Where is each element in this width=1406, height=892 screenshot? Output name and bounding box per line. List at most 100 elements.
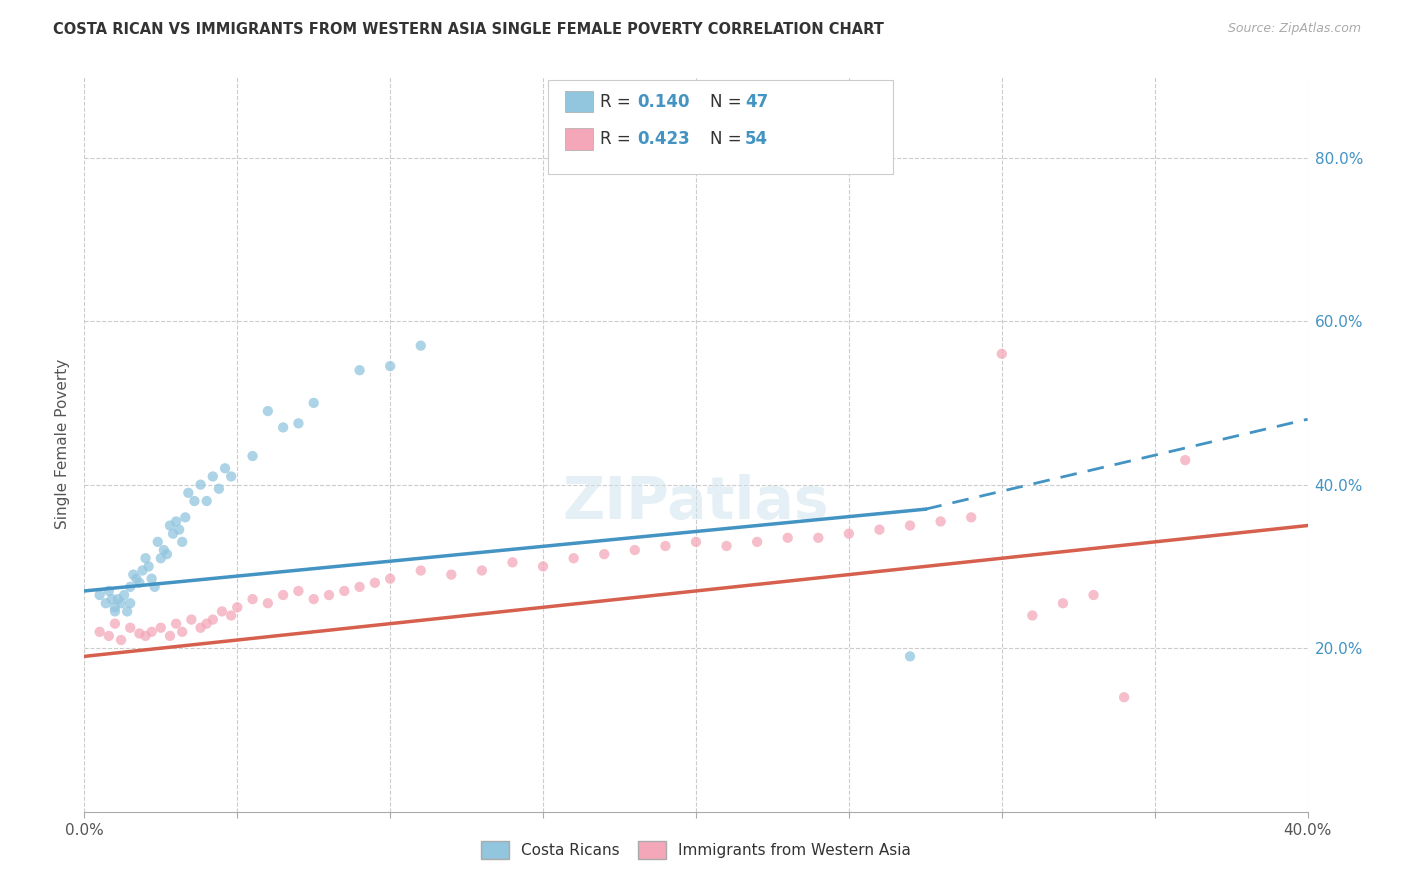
Point [165, 616, 187, 631]
Point [242, 592, 264, 607]
Text: COSTA RICAN VS IMMIGRANTS FROM WESTERN ASIA SINGLE FEMALE POVERTY CORRELATION CH: COSTA RICAN VS IMMIGRANTS FROM WESTERN A… [53, 22, 884, 37]
Point [349, 580, 371, 594]
Point [167, 523, 190, 537]
Point [271, 588, 294, 602]
Point [104, 600, 127, 615]
Point [122, 567, 145, 582]
Point [159, 629, 181, 643]
Point [165, 515, 187, 529]
Text: Source: ZipAtlas.com: Source: ZipAtlas.com [1227, 22, 1361, 36]
Text: 47: 47 [745, 93, 769, 111]
Point [807, 531, 830, 545]
Point [747, 534, 769, 549]
Text: ZIPatlas: ZIPatlas [562, 475, 830, 531]
Point [380, 359, 402, 373]
Point [364, 575, 387, 590]
Point [838, 526, 860, 541]
Point [531, 559, 554, 574]
Point [271, 420, 294, 434]
Point [208, 482, 231, 496]
Point [183, 494, 205, 508]
Text: 54: 54 [745, 130, 768, 148]
Point [115, 604, 138, 618]
Point [869, 523, 891, 537]
Point [107, 592, 129, 607]
Point [128, 575, 150, 590]
Point [302, 592, 325, 607]
Point [104, 616, 127, 631]
Point [131, 564, 153, 578]
Point [898, 649, 921, 664]
Point [349, 363, 371, 377]
Point [1083, 588, 1105, 602]
Point [219, 608, 242, 623]
Point [190, 621, 212, 635]
Point [180, 613, 202, 627]
Point [89, 588, 111, 602]
Point [135, 551, 157, 566]
Point [89, 624, 111, 639]
Text: R =: R = [600, 130, 637, 148]
Point [135, 629, 157, 643]
Point [120, 621, 142, 635]
Point [141, 572, 163, 586]
Point [201, 469, 224, 483]
Point [776, 531, 799, 545]
Point [156, 547, 179, 561]
Point [195, 494, 218, 508]
Point [1021, 608, 1043, 623]
Point [128, 626, 150, 640]
Point [104, 604, 127, 618]
Point [110, 633, 132, 648]
Point [120, 596, 142, 610]
Point [120, 580, 142, 594]
Point [502, 555, 524, 569]
Point [97, 629, 120, 643]
Point [195, 616, 218, 631]
Point [257, 596, 280, 610]
Point [226, 600, 249, 615]
Point [1052, 596, 1074, 610]
Point [112, 588, 135, 602]
Point [333, 583, 356, 598]
Point [201, 613, 224, 627]
Point [110, 596, 132, 610]
Y-axis label: Single Female Poverty: Single Female Poverty [55, 359, 70, 529]
Point [125, 572, 148, 586]
Point [149, 551, 172, 566]
Point [471, 564, 494, 578]
Point [242, 449, 264, 463]
Text: N =: N = [710, 130, 747, 148]
Point [146, 534, 169, 549]
Point [211, 604, 233, 618]
Text: 0.423: 0.423 [637, 130, 690, 148]
Point [929, 515, 952, 529]
Point [318, 588, 340, 602]
Point [101, 592, 124, 607]
Point [219, 469, 242, 483]
Point [380, 572, 402, 586]
Point [143, 580, 166, 594]
Point [593, 547, 616, 561]
Point [302, 396, 325, 410]
Point [898, 518, 921, 533]
Point [409, 338, 432, 352]
Point [214, 461, 236, 475]
Point [177, 485, 200, 500]
Point [287, 583, 309, 598]
Point [153, 543, 176, 558]
Text: R =: R = [600, 93, 637, 111]
Point [440, 567, 463, 582]
Point [149, 621, 172, 635]
Point [159, 518, 181, 533]
Point [1114, 690, 1136, 705]
Point [94, 596, 117, 610]
Point [138, 559, 160, 574]
Point [190, 477, 212, 491]
Point [172, 534, 194, 549]
Point [257, 404, 280, 418]
Point [409, 564, 432, 578]
Point [162, 526, 184, 541]
Point [654, 539, 676, 553]
Point [174, 510, 197, 524]
